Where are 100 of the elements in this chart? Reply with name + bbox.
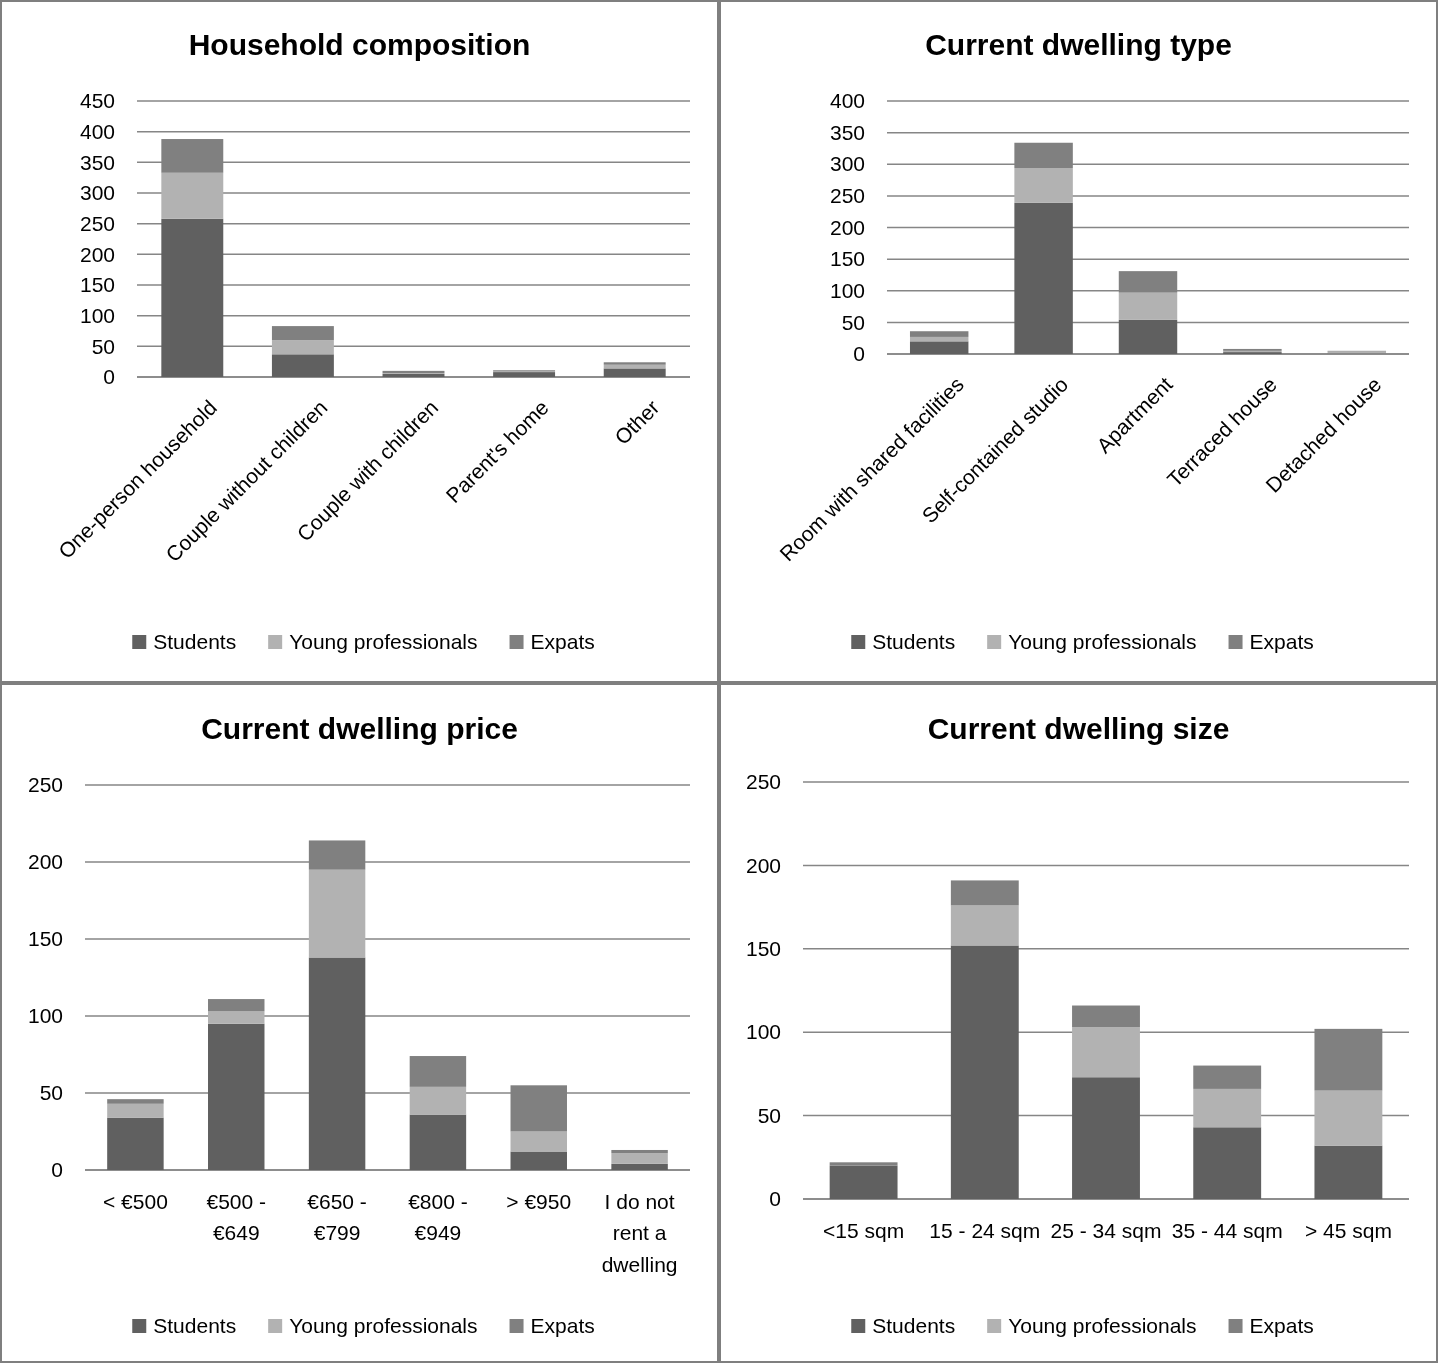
y-tick-label: 0 [769,1187,781,1211]
legend-label: Students [872,1313,956,1337]
bar [161,172,224,219]
bar [1072,1005,1140,1028]
legend-label: Expats [1249,629,1314,653]
bar [1314,1145,1383,1199]
y-tick-label: 150 [745,937,781,961]
bar [1118,319,1178,354]
y-tick-label: 250 [829,184,865,208]
x-tick-label: > 45 sqm [1304,1218,1392,1242]
y-tick-label: 150 [829,247,865,271]
bar [950,945,1019,1199]
bar [829,1162,898,1166]
y-tick-label: 50 [91,334,115,358]
y-tick-label: 200 [79,242,115,266]
y-tick-label: 200 [829,215,865,239]
y-tick-label: 0 [51,1158,63,1182]
x-tick-label: €500 - €649 [206,1189,267,1245]
y-tick-label: 400 [829,89,865,113]
bar [409,1114,467,1170]
legend-label: Students [872,629,956,653]
chart-title: Current dwelling size [927,711,1230,745]
bar [611,1163,668,1170]
bar [909,331,969,337]
y-tick-label: 50 [39,1081,63,1105]
legend-label: Students [153,629,237,653]
bar [909,341,969,354]
bar [950,905,1019,946]
x-tick-label: < €500 [103,1189,168,1213]
y-tick-label: 100 [829,278,865,302]
legend-label: Young professionals [289,629,478,653]
y-tick-label: 400 [79,119,115,143]
bar [493,372,556,377]
legend-label: Expats [1249,1313,1314,1337]
y-tick-label: 150 [27,927,63,951]
bar [603,368,666,377]
legend-label: Expats [530,1313,595,1337]
bar [308,869,366,958]
x-tick-label: <15 sqm [823,1218,905,1242]
y-tick-label: 200 [745,853,781,877]
bar [107,1117,164,1170]
y-tick-label: 0 [103,365,115,389]
y-tick-label: 300 [829,152,865,176]
legend-label: Expats [530,629,595,653]
y-tick-label: 250 [745,770,781,794]
y-tick-label: 50 [841,310,865,334]
legend-label: Young professionals [1008,1313,1197,1337]
bar [107,1099,164,1104]
x-tick-label: 15 - 24 sqm [929,1218,1041,1242]
bar [1072,1027,1140,1078]
bar [1014,168,1073,203]
y-tick-label: 450 [79,89,115,113]
chart-title: Current dwelling type [925,27,1232,61]
y-tick-label: 200 [27,850,63,874]
y-tick-label: 250 [27,773,63,797]
bar [107,1103,164,1118]
bar [161,218,224,377]
bar [611,1153,668,1164]
bar [1193,1088,1262,1128]
x-tick-label: 25 - 34 sqm [1050,1218,1162,1242]
y-tick-label: 150 [79,273,115,297]
bar [611,1149,668,1154]
y-tick-label: 100 [745,1020,781,1044]
y-tick-label: 100 [27,1004,63,1028]
bar [208,999,265,1012]
bar [510,1131,567,1152]
bar [409,1056,467,1087]
y-tick-label: 50 [757,1103,781,1127]
legend-label: Students [153,1313,237,1337]
bar [950,880,1019,906]
legend-label: Young professionals [1008,629,1197,653]
x-tick-label: 35 - 44 sqm [1171,1218,1283,1242]
bar [271,354,334,377]
bar [1118,292,1178,320]
bar [1193,1065,1262,1089]
y-tick-label: 350 [79,150,115,174]
x-tick-label: €800 - €949 [408,1189,468,1245]
bar [409,1086,467,1115]
bar [1314,1090,1383,1146]
x-tick-label: €650 - €799 [307,1189,367,1245]
chart-title: Household composition [188,27,531,61]
bar [909,336,969,342]
legend-label: Young professionals [289,1313,478,1337]
y-tick-label: 350 [829,120,865,144]
y-tick-label: 250 [79,211,115,235]
y-tick-label: 100 [79,303,115,327]
bar [208,1023,265,1170]
y-tick-label: 300 [79,181,115,205]
bar [829,1165,898,1199]
y-tick-label: 0 [853,342,865,366]
bar [1193,1127,1262,1199]
bar [603,362,666,365]
bar [510,1151,567,1170]
x-tick-label: > €950 [506,1189,572,1213]
bar [271,326,334,341]
bar [308,957,366,1170]
bar [1072,1077,1140,1199]
bar [208,1011,265,1024]
chart-title: Current dwelling price [201,711,518,745]
bar [1014,202,1073,354]
